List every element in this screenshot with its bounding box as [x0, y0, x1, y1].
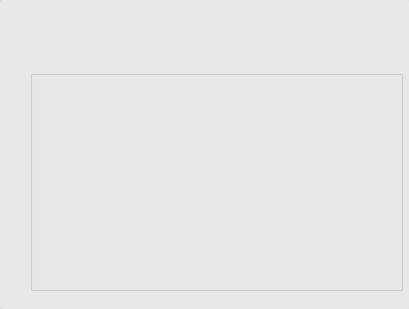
Text: +: +: [392, 11, 401, 20]
FancyBboxPatch shape: [33, 34, 86, 46]
Text: n: n: [18, 34, 27, 47]
Text: +: +: [330, 35, 338, 45]
FancyBboxPatch shape: [321, 30, 346, 50]
FancyBboxPatch shape: [33, 34, 317, 46]
Circle shape: [27, 32, 141, 49]
